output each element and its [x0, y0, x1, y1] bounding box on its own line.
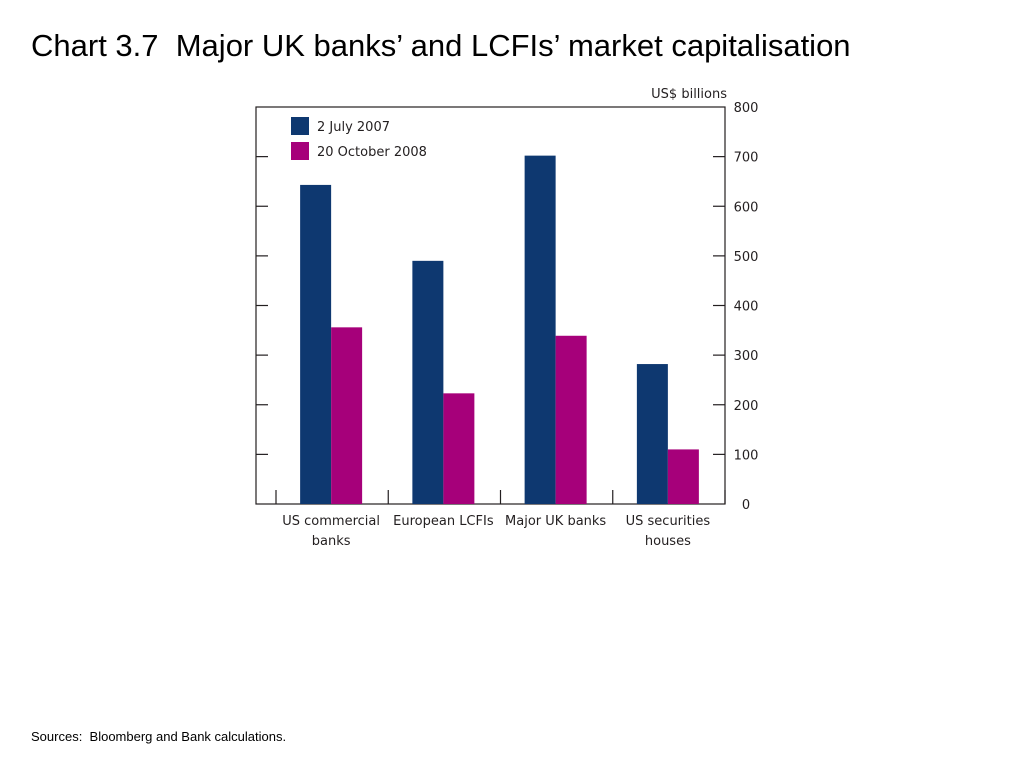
bar-chart: US$ billions 0 100 200 300 400 500 600 700 800 U…: [255, 87, 758, 549]
category-labels: US commercial banks European LCFIs Major UK…: [282, 514, 710, 549]
legend-swatch: [291, 117, 309, 135]
bar-oct-2008: [443, 393, 475, 504]
y-tick-label: 700: [734, 151, 759, 166]
y-tick-label: 400: [734, 300, 759, 315]
category-label: banks: [312, 534, 351, 549]
bar-oct-2008: [667, 449, 699, 504]
category-label: US securities: [626, 514, 711, 529]
legend-swatch: [291, 142, 309, 160]
y-tick-label: 300: [734, 349, 759, 364]
bar-jul-2007: [300, 184, 332, 504]
bar-oct-2008: [555, 335, 587, 504]
source-note: Sources: Bloomberg and Bank calculations…: [31, 729, 287, 744]
y-tick-label: 0: [742, 498, 750, 513]
unit-label: US$ billions: [651, 87, 727, 102]
bar-jul-2007: [524, 155, 556, 504]
y-tick-label: 800: [734, 101, 759, 116]
bar-jul-2007: [636, 364, 668, 504]
bar-jul-2007: [412, 260, 444, 504]
category-label: houses: [645, 534, 691, 549]
y-tick-label: 100: [734, 448, 759, 463]
legend: 2 July 2007 20 October 2008: [291, 117, 427, 160]
category-label: Major UK banks: [505, 514, 606, 529]
category-label: European LCFIs: [393, 514, 494, 529]
y-tick-label: 500: [734, 250, 759, 265]
bar-oct-2008: [331, 327, 363, 504]
y-tick-label: 200: [734, 399, 759, 414]
category-label: US commercial: [282, 514, 380, 529]
chart-title: Chart 3.7 Major UK banks’ and LCFIs’ mar…: [31, 28, 851, 63]
y-tick-label: 600: [734, 200, 759, 215]
legend-label: 2 July 2007: [317, 120, 390, 135]
axis-group: 0 100 200 300 400 500 600 700 800: [256, 101, 758, 513]
legend-label: 20 October 2008: [317, 145, 427, 160]
bars-group: [300, 155, 699, 504]
